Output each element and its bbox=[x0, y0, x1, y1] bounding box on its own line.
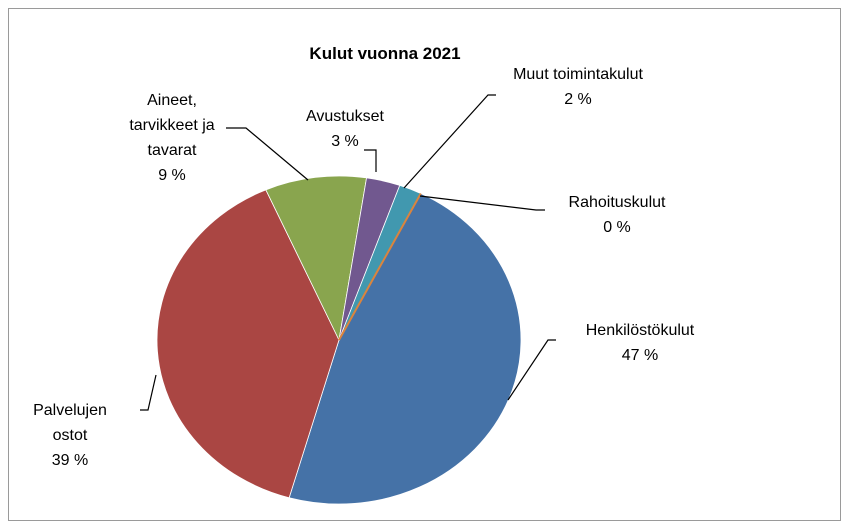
slice-label: Avustukset 3 % bbox=[285, 104, 405, 154]
category-label: Rahoituskulut bbox=[568, 194, 666, 211]
category-label: Avustukset bbox=[306, 108, 384, 125]
leader-line bbox=[140, 374, 157, 411]
leader-line bbox=[403, 94, 496, 189]
leader-line bbox=[507, 339, 556, 401]
slice-label: Palvelujen ostot 39 % bbox=[20, 398, 120, 473]
slice-label: Muut toimintakulut 2 % bbox=[513, 62, 643, 112]
category-label: Palvelujen ostot bbox=[33, 402, 107, 444]
value-label: 47 % bbox=[621, 347, 659, 364]
leader-line bbox=[226, 127, 309, 181]
value-label: 39 % bbox=[51, 452, 89, 469]
value-label: 0 % bbox=[603, 219, 631, 236]
value-label: 3 % bbox=[331, 133, 359, 150]
slice-label: Rahoituskulut 0 % bbox=[547, 190, 687, 240]
pie-slice bbox=[265, 175, 367, 342]
slice-label: Henkilöstökulut 47 % bbox=[570, 318, 710, 368]
slice-label: Aineet, tarvikkeet ja tavarat 9 % bbox=[117, 88, 227, 188]
chart-title: Kulut vuonna 2021 bbox=[309, 44, 461, 63]
category-label: Aineet, tarvikkeet ja tavarat bbox=[129, 92, 215, 159]
leader-line bbox=[419, 195, 545, 211]
value-label: 9 % bbox=[158, 167, 186, 184]
category-label: Henkilöstökulut bbox=[585, 322, 695, 339]
pie-slice bbox=[338, 192, 422, 341]
leader-line bbox=[364, 149, 377, 172]
value-label: 2 % bbox=[564, 91, 592, 108]
pie-slice bbox=[156, 189, 340, 499]
category-label: Muut toimintakulut bbox=[513, 66, 643, 83]
